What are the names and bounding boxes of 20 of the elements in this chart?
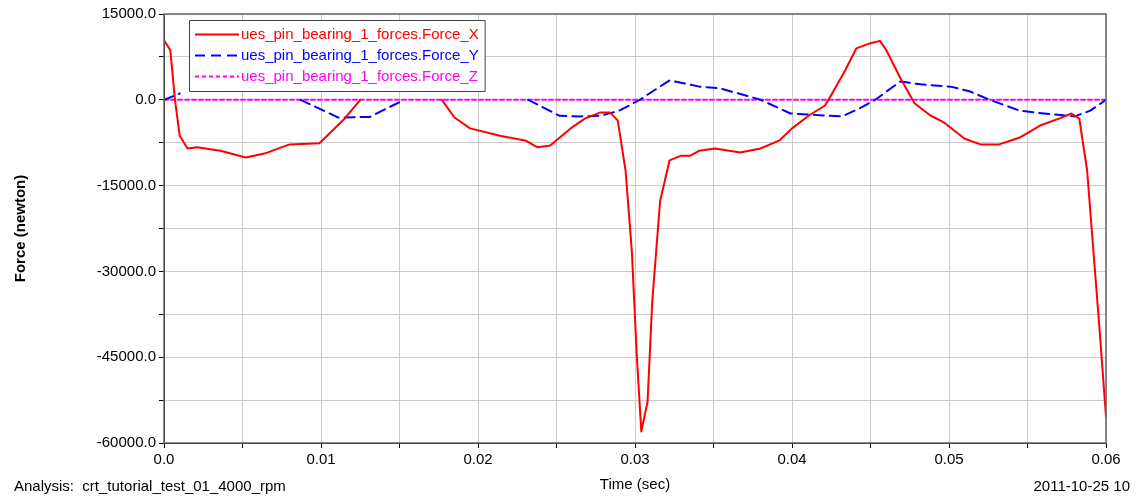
x-tick-label: 0.06 <box>1091 450 1121 468</box>
text: Analysis: crt_tutorial_test_01_4000_rpm <box>14 477 286 495</box>
y-tick-label: -45000.0 <box>96 347 156 365</box>
x-tick-label: 0.03 <box>620 450 650 468</box>
x-axis-title: Time (sec) <box>599 475 671 493</box>
y-tick-label: -30000.0 <box>96 261 156 279</box>
text: 2011-10-25 10 <box>1033 477 1130 495</box>
y-tick-label: 0.0 <box>135 89 156 107</box>
y-tick-label: -15000.0 <box>96 175 156 193</box>
legend-label: ues_pin_bearing_1_forces.Force_X <box>241 24 479 42</box>
y-tick-label: 15000.0 <box>101 4 156 22</box>
x-tick-label: 0.05 <box>934 450 964 468</box>
legend-label: ues_pin_bearing_1_forces.Force_Z <box>241 66 478 84</box>
x-tick-label: 0.02 <box>463 450 493 468</box>
x-tick-label: 0.01 <box>306 450 336 468</box>
x-tick-label: 0.04 <box>777 450 807 468</box>
y-axis-title: Force (newton) <box>11 174 29 283</box>
x-tick-label: 0.0 <box>153 450 175 468</box>
legend-label: ues_pin_bearing_1_forces.Force_Y <box>241 45 479 63</box>
y-tick-label: -60000.0 <box>96 433 156 451</box>
